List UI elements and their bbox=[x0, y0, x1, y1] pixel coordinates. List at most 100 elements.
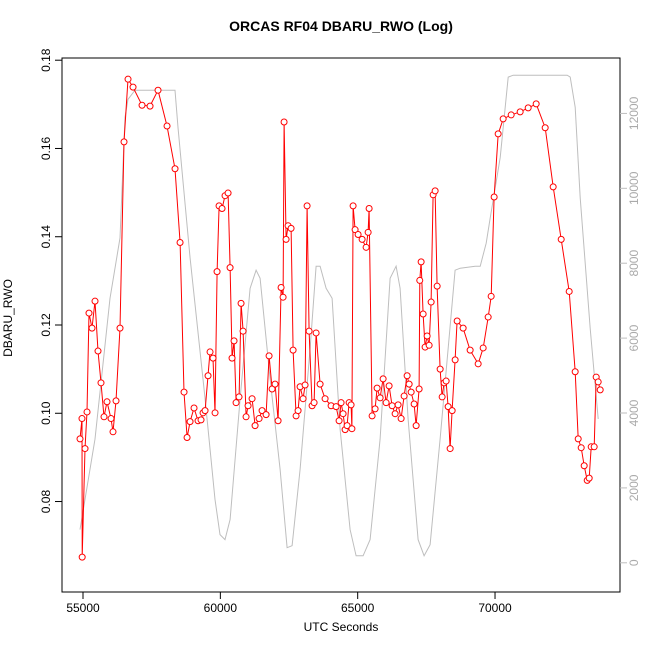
y2-tick-label: 4000 bbox=[627, 399, 641, 426]
data-point bbox=[436, 365, 444, 373]
data-point bbox=[237, 299, 245, 307]
data-point bbox=[321, 395, 329, 403]
data-point bbox=[388, 402, 396, 410]
x-tick-label: 65000 bbox=[341, 601, 375, 615]
data-point bbox=[289, 346, 297, 354]
data-point bbox=[78, 553, 86, 561]
data-point bbox=[446, 445, 454, 453]
data-point bbox=[262, 411, 270, 419]
data-point bbox=[201, 407, 209, 415]
data-point bbox=[226, 264, 234, 272]
data-point bbox=[138, 101, 146, 109]
y2-tick-label: 8000 bbox=[627, 250, 641, 277]
data-point bbox=[474, 360, 482, 368]
data-point bbox=[585, 474, 593, 482]
data-point bbox=[282, 235, 290, 243]
data-point bbox=[391, 410, 399, 418]
data-point bbox=[479, 344, 487, 352]
data-point bbox=[415, 385, 423, 393]
data-point bbox=[255, 415, 263, 423]
data-point bbox=[571, 368, 579, 376]
data-point bbox=[280, 118, 288, 126]
data-point bbox=[549, 183, 557, 191]
data-point bbox=[347, 401, 355, 409]
data-point bbox=[83, 408, 91, 416]
data-point bbox=[303, 202, 311, 210]
data-point bbox=[299, 395, 307, 403]
data-point bbox=[494, 130, 502, 138]
data-point bbox=[577, 444, 585, 452]
data-point bbox=[287, 224, 295, 232]
data-point bbox=[312, 329, 320, 337]
data-point bbox=[337, 399, 345, 407]
data-point bbox=[541, 124, 549, 132]
data-point bbox=[410, 400, 418, 408]
data-point bbox=[596, 386, 604, 394]
data-point bbox=[371, 405, 379, 413]
series-line bbox=[79, 74, 599, 558]
data-point bbox=[532, 100, 540, 108]
data-point bbox=[557, 235, 565, 243]
data-point bbox=[335, 417, 343, 425]
data-point bbox=[516, 108, 524, 116]
data-point bbox=[242, 413, 250, 421]
data-point bbox=[103, 398, 111, 406]
data-point bbox=[248, 395, 256, 403]
data-point bbox=[382, 399, 390, 407]
data-point bbox=[209, 354, 217, 362]
data-point bbox=[213, 268, 221, 276]
data-point bbox=[423, 332, 431, 340]
data-point bbox=[332, 403, 340, 411]
data-point bbox=[417, 258, 425, 266]
data-point bbox=[339, 410, 347, 418]
data-point bbox=[97, 379, 105, 387]
data-point bbox=[358, 235, 366, 243]
y-axis-label: DBARU_RWO bbox=[1, 279, 15, 357]
y2-tick-label: 10000 bbox=[627, 171, 641, 205]
data-point bbox=[274, 417, 282, 425]
data-point bbox=[442, 377, 450, 385]
y-tick-label: 0.16 bbox=[39, 136, 53, 160]
data-point bbox=[364, 228, 372, 236]
data-point bbox=[354, 231, 362, 239]
data-point bbox=[487, 292, 495, 300]
y2-tick-label: 2000 bbox=[627, 474, 641, 501]
data-point bbox=[85, 309, 93, 317]
x-tick-label: 55000 bbox=[66, 601, 100, 615]
y-tick-label: 0.10 bbox=[39, 401, 53, 425]
data-point bbox=[490, 193, 498, 201]
y2-tick-label: 0 bbox=[627, 559, 641, 566]
data-point bbox=[112, 397, 120, 405]
data-point bbox=[235, 393, 243, 401]
data-point bbox=[412, 422, 420, 430]
data-point bbox=[343, 422, 351, 430]
data-point bbox=[124, 75, 132, 83]
data-point bbox=[94, 347, 102, 355]
data-point bbox=[146, 102, 154, 110]
y2-tick-label: 12000 bbox=[627, 96, 641, 130]
data-point bbox=[448, 407, 456, 415]
data-point bbox=[348, 425, 356, 433]
data-point bbox=[204, 372, 212, 380]
data-point bbox=[107, 415, 115, 423]
data-point bbox=[580, 462, 588, 470]
data-point bbox=[163, 122, 171, 130]
data-point bbox=[400, 392, 408, 400]
data-point bbox=[574, 435, 582, 443]
data-point bbox=[459, 324, 467, 332]
data-point bbox=[183, 434, 191, 442]
y-tick-label: 0.08 bbox=[39, 490, 53, 514]
data-point bbox=[239, 327, 247, 335]
data-point bbox=[176, 238, 184, 246]
data-point bbox=[88, 324, 96, 332]
data-point bbox=[268, 385, 276, 393]
data-point bbox=[109, 428, 117, 436]
data-point bbox=[499, 115, 507, 123]
data-point bbox=[419, 310, 427, 318]
data-point bbox=[228, 354, 236, 362]
data-point bbox=[211, 409, 219, 417]
data-point bbox=[362, 243, 370, 251]
data-point bbox=[397, 415, 405, 423]
data-point bbox=[76, 435, 84, 443]
